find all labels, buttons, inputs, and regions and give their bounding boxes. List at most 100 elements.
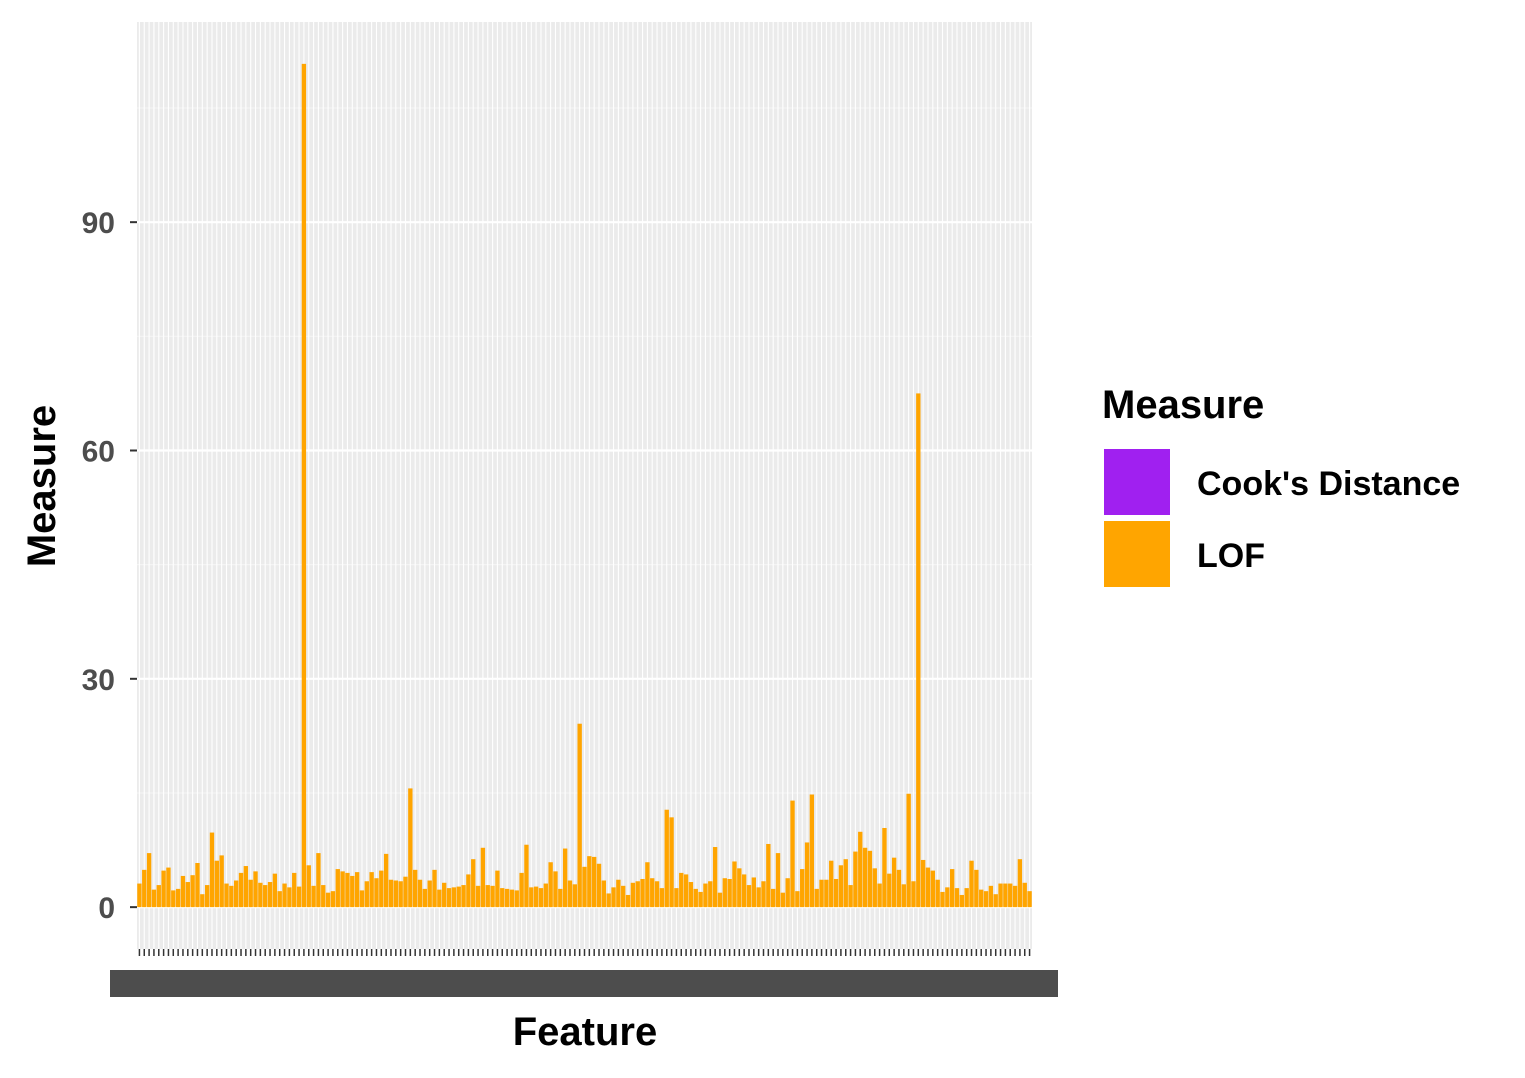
bar-lof [611, 887, 616, 908]
bar-lof [224, 883, 229, 908]
bar-lof [485, 885, 490, 908]
legend-label-cooks-distance: Cook's Distance [1197, 465, 1460, 503]
bar-lof [732, 861, 737, 908]
bar-lof [562, 848, 568, 908]
bar-lof [703, 883, 708, 908]
bar-lof [258, 882, 263, 908]
bar-lof [214, 860, 220, 908]
bar-lof [142, 869, 147, 908]
bar-lof [737, 868, 742, 908]
bar-lof [175, 888, 181, 908]
bar-lof [325, 892, 331, 908]
bar-lof [461, 885, 466, 908]
bar-lof [538, 888, 544, 908]
bar-lof [248, 879, 253, 908]
bar-lof [727, 878, 732, 908]
bar-lof [683, 874, 689, 908]
bar-lof [412, 869, 418, 908]
bar-lof [848, 885, 853, 908]
bar-lof [272, 873, 278, 908]
bar-lof [572, 884, 578, 908]
bar-lof [979, 889, 984, 908]
bar-lof [243, 866, 249, 908]
x-tick-labels-overlapped [110, 970, 1058, 997]
bar-lof [761, 881, 766, 908]
bar-lof [650, 878, 655, 908]
bar-lof [471, 859, 476, 908]
bar-lof [437, 889, 442, 908]
y-tick-label: 90 [82, 207, 115, 240]
bar-lof [800, 869, 805, 908]
legend: Measure Cook's Distance LOF [1102, 383, 1460, 587]
bar-lof [717, 892, 723, 908]
bar-lof [383, 853, 389, 908]
bar-lof [804, 842, 810, 908]
bar-lof [674, 888, 679, 908]
bar-lof [533, 886, 539, 908]
bar-lof [659, 888, 665, 908]
bar-lof [427, 880, 432, 908]
bar-lof [591, 856, 597, 908]
bar-lof [582, 866, 587, 908]
legend-label-lof: LOF [1197, 537, 1265, 575]
bar-lof [475, 885, 481, 908]
bar-lof [292, 872, 297, 908]
bar-lof [790, 800, 795, 908]
bar-lof [364, 881, 369, 908]
bar-lof [500, 888, 505, 908]
bar-lof [553, 871, 558, 908]
bar-lof [209, 832, 215, 908]
bar-lof [161, 870, 166, 908]
bar-lof [180, 875, 186, 908]
bar-lof [514, 890, 519, 908]
bar-lof [321, 885, 326, 908]
bar-lof [814, 888, 819, 908]
bar-lof [688, 882, 694, 908]
bar-lof [708, 881, 713, 908]
bar-lof [253, 871, 258, 908]
bar-lof [887, 873, 892, 908]
bar-lof [451, 887, 457, 908]
bar-lof [301, 63, 307, 908]
bar-lof [166, 867, 171, 908]
bar-lof [920, 859, 926, 908]
bar-lof [964, 888, 969, 908]
bar-lof [277, 891, 282, 908]
bar-lof [282, 883, 287, 908]
bar-lof [229, 885, 234, 908]
bar-lof [504, 888, 510, 908]
bar-lof [616, 879, 621, 908]
bar-lof [171, 890, 176, 908]
bar-lof [829, 860, 834, 908]
bar-lof [654, 881, 660, 908]
y-tick-label: 0 [98, 892, 115, 925]
bar-lof [137, 883, 142, 908]
bar-lof [558, 888, 563, 908]
bar-lof [151, 889, 157, 908]
bar-lof [509, 889, 515, 908]
bar-lof [422, 888, 428, 908]
x-axis-ticks [110, 949, 1058, 997]
bar-lof [316, 853, 321, 908]
bar-lof [1022, 882, 1027, 908]
bar-lof [379, 870, 384, 908]
bar-lof [330, 891, 336, 908]
bar-lof [233, 880, 239, 908]
bar-lof [442, 882, 447, 908]
bar-lof [693, 888, 698, 908]
bar-lof [785, 878, 790, 908]
bar-lof [858, 831, 863, 908]
bars [137, 63, 1032, 908]
x-axis-title: Feature [513, 1010, 658, 1054]
bar-lof [625, 894, 631, 908]
bar-lof [200, 894, 205, 908]
bar-lof [867, 850, 873, 908]
bar-lof [495, 870, 500, 908]
bar-lof [1003, 883, 1008, 908]
bar-lof [587, 856, 592, 908]
bar-lof [775, 853, 781, 908]
bar-lof [949, 869, 955, 908]
bar-lof [833, 878, 839, 908]
y-tick-label: 60 [82, 435, 115, 468]
